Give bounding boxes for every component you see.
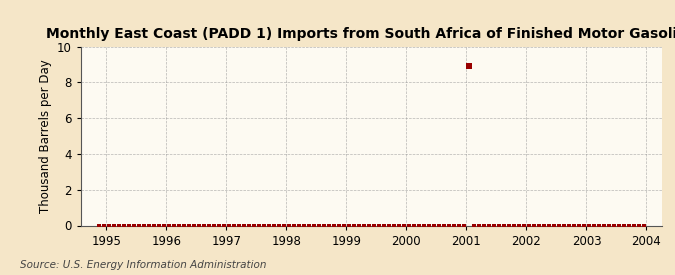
Text: Source: U.S. Energy Information Administration: Source: U.S. Energy Information Administ… bbox=[20, 260, 267, 270]
Title: Monthly East Coast (PADD 1) Imports from South Africa of Finished Motor Gasoline: Monthly East Coast (PADD 1) Imports from… bbox=[46, 28, 675, 42]
Y-axis label: Thousand Barrels per Day: Thousand Barrels per Day bbox=[38, 59, 51, 213]
